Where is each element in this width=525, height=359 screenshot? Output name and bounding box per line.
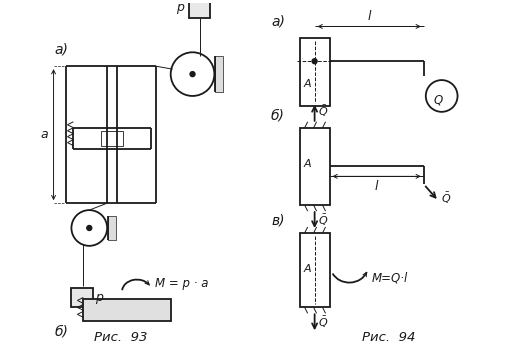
Text: A: A — [303, 159, 311, 169]
Text: Q: Q — [433, 93, 443, 106]
Text: б): б) — [271, 109, 285, 123]
Text: l: l — [368, 10, 371, 23]
Bar — [71, 288, 93, 307]
Bar — [300, 233, 330, 307]
Bar — [300, 38, 330, 106]
Bar — [215, 56, 223, 92]
Bar — [83, 299, 171, 321]
Text: в): в) — [271, 214, 285, 228]
Circle shape — [171, 52, 214, 96]
Bar — [300, 128, 330, 205]
Circle shape — [71, 210, 107, 246]
Circle shape — [190, 72, 195, 76]
Text: A: A — [303, 79, 311, 89]
Circle shape — [312, 59, 317, 64]
Text: а): а) — [55, 42, 68, 56]
Text: $\bar{Q}$: $\bar{Q}$ — [318, 315, 328, 330]
Text: $\bar{Q}$: $\bar{Q}$ — [318, 104, 328, 120]
Bar — [101, 131, 123, 146]
Text: Рис.  93: Рис. 93 — [94, 331, 148, 344]
Circle shape — [87, 225, 92, 230]
Text: б): б) — [55, 324, 68, 338]
Text: р: р — [176, 1, 184, 14]
Text: р: р — [95, 291, 103, 304]
Text: l: l — [374, 180, 378, 194]
Text: а: а — [41, 128, 49, 141]
Text: а): а) — [271, 14, 285, 28]
Text: M = р · а: M = р · а — [155, 277, 208, 290]
Text: $\bar{Q}$: $\bar{Q}$ — [440, 191, 451, 206]
Text: $\bar{Q}$: $\bar{Q}$ — [318, 213, 328, 228]
Bar — [108, 216, 116, 240]
Text: Рис.  94: Рис. 94 — [362, 331, 416, 344]
Text: A: A — [303, 264, 311, 274]
Text: M=Q·l: M=Q·l — [371, 271, 407, 284]
Circle shape — [426, 80, 458, 112]
Bar — [188, 0, 211, 18]
